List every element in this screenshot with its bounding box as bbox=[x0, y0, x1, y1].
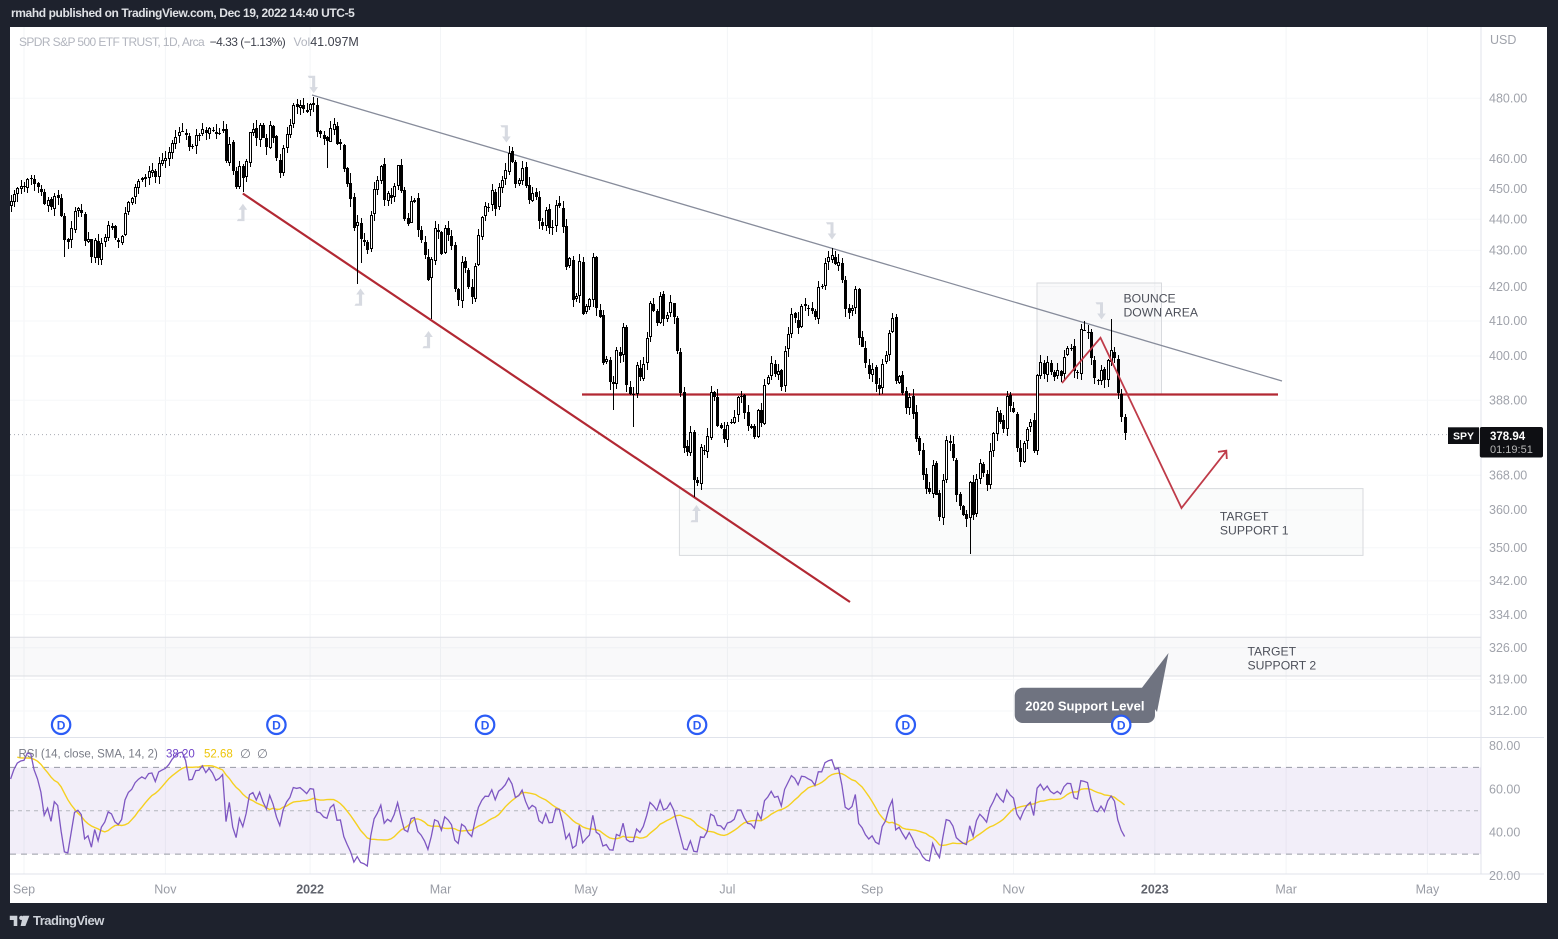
svg-text:TARGET: TARGET bbox=[1248, 645, 1297, 659]
svg-text:Jul: Jul bbox=[719, 883, 735, 897]
svg-text:Mar: Mar bbox=[430, 883, 452, 897]
svg-text:52.68: 52.68 bbox=[204, 749, 233, 761]
svg-text:SUPPORT 1: SUPPORT 1 bbox=[1220, 524, 1289, 538]
svg-text:378.94: 378.94 bbox=[1490, 431, 1526, 443]
svg-text:Sep: Sep bbox=[13, 883, 35, 897]
svg-text:D: D bbox=[1117, 718, 1126, 732]
svg-text:334.00: 334.00 bbox=[1489, 608, 1527, 622]
svg-text:USD: USD bbox=[1490, 33, 1516, 47]
svg-text:20.00: 20.00 bbox=[1489, 869, 1520, 883]
svg-text:38.20: 38.20 bbox=[166, 749, 195, 761]
svg-text:∅: ∅ bbox=[240, 747, 251, 761]
svg-text:440.00: 440.00 bbox=[1489, 213, 1527, 227]
svg-text:SPY: SPY bbox=[1453, 430, 1474, 442]
svg-text:350.00: 350.00 bbox=[1489, 541, 1527, 555]
svg-text:D: D bbox=[272, 718, 281, 732]
svg-text:D: D bbox=[57, 718, 66, 732]
svg-text:40.00: 40.00 bbox=[1489, 826, 1520, 840]
svg-text:450.00: 450.00 bbox=[1489, 182, 1527, 196]
svg-text:326.00: 326.00 bbox=[1489, 641, 1527, 655]
svg-text:312.00: 312.00 bbox=[1489, 704, 1527, 718]
svg-text:D: D bbox=[901, 718, 910, 732]
svg-text:2023: 2023 bbox=[1141, 883, 1169, 897]
svg-text:342.00: 342.00 bbox=[1489, 574, 1527, 588]
svg-text:SUPPORT 2: SUPPORT 2 bbox=[1248, 659, 1317, 673]
svg-text:368.00: 368.00 bbox=[1489, 469, 1527, 483]
svg-text:May: May bbox=[574, 883, 598, 897]
svg-text:430.00: 430.00 bbox=[1489, 244, 1527, 258]
svg-text:319.00: 319.00 bbox=[1489, 673, 1527, 687]
svg-text:D: D bbox=[481, 718, 490, 732]
svg-text:388.00: 388.00 bbox=[1489, 394, 1527, 408]
svg-text:480.00: 480.00 bbox=[1489, 92, 1527, 106]
svg-text:60.00: 60.00 bbox=[1489, 782, 1520, 796]
svg-text:2020 Support Level: 2020 Support Level bbox=[1025, 698, 1144, 713]
svg-text:01:19:51: 01:19:51 bbox=[1490, 444, 1533, 456]
svg-text:DOWN AREA: DOWN AREA bbox=[1124, 306, 1199, 320]
svg-text:∅: ∅ bbox=[257, 747, 268, 761]
svg-text:360.00: 360.00 bbox=[1489, 503, 1527, 517]
svg-text:May: May bbox=[1416, 883, 1440, 897]
svg-text:TARGET: TARGET bbox=[1220, 510, 1269, 524]
svg-text:80.00: 80.00 bbox=[1489, 739, 1520, 753]
svg-text:BOUNCE: BOUNCE bbox=[1124, 292, 1176, 306]
svg-text:Mar: Mar bbox=[1275, 883, 1297, 897]
svg-text:D: D bbox=[693, 718, 702, 732]
svg-text:400.00: 400.00 bbox=[1489, 349, 1527, 363]
svg-text:Sep: Sep bbox=[861, 883, 883, 897]
svg-text:460.00: 460.00 bbox=[1489, 152, 1527, 166]
svg-text:2022: 2022 bbox=[296, 883, 324, 897]
svg-text:RSI (14, close, SMA, 14, 2): RSI (14, close, SMA, 14, 2) bbox=[19, 749, 159, 761]
svg-text:Nov: Nov bbox=[154, 883, 177, 897]
svg-text:Nov: Nov bbox=[1002, 883, 1025, 897]
svg-text:410.00: 410.00 bbox=[1489, 314, 1527, 328]
svg-text:420.00: 420.00 bbox=[1489, 280, 1527, 294]
